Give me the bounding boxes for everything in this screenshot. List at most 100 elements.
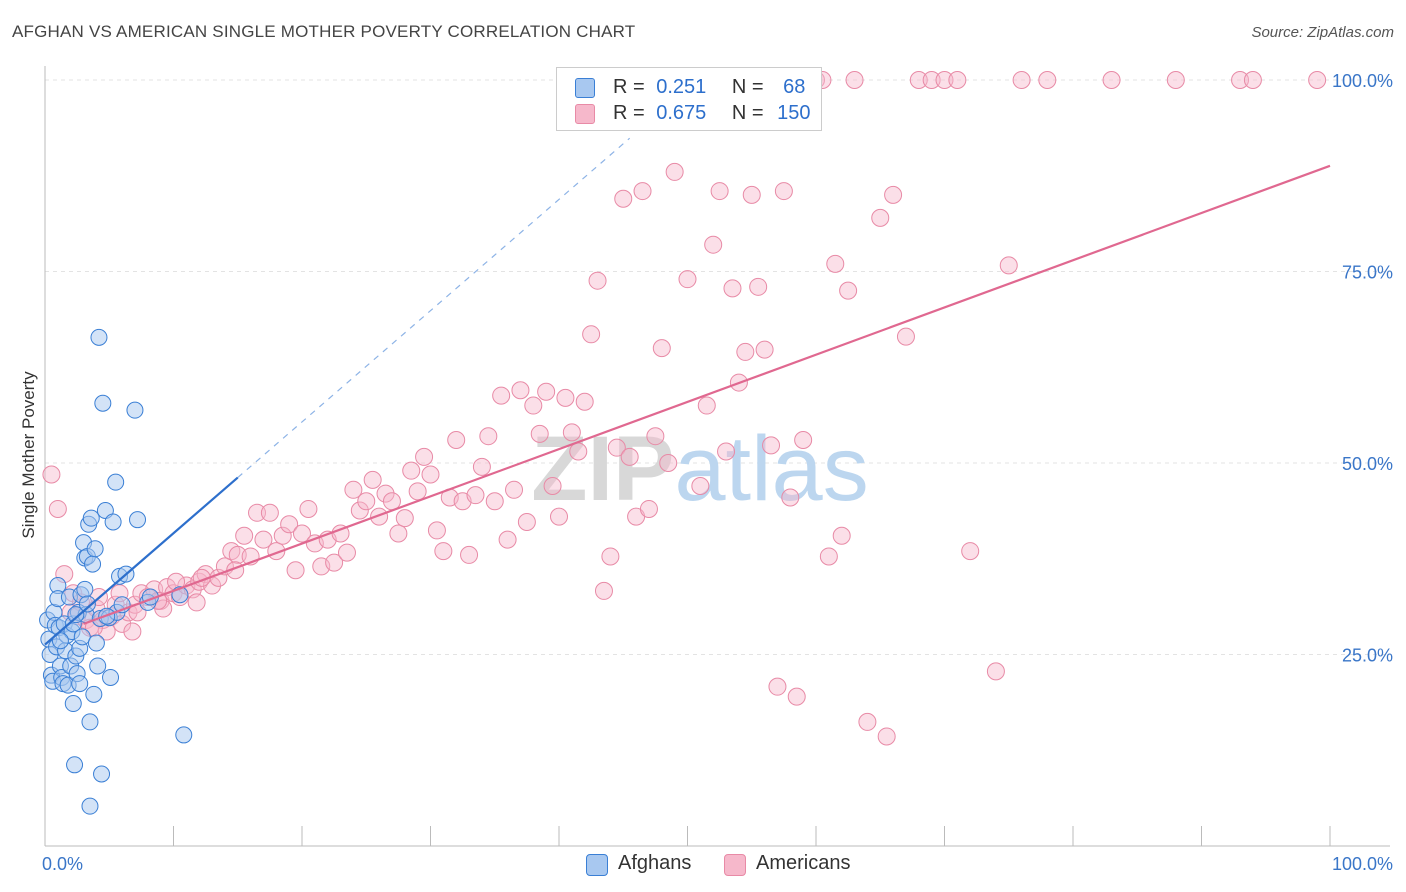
point-afghans [90, 328, 108, 346]
legend-n-value: 68 [783, 76, 806, 98]
point-afghans [94, 394, 112, 412]
legend-n-value: 150 [777, 102, 811, 124]
point-afghans [87, 634, 105, 652]
point-americans [588, 271, 607, 290]
legend-n-label: N = [731, 76, 764, 98]
legend-swatch-afghans [586, 854, 608, 876]
point-americans [826, 254, 845, 273]
point-americans [537, 382, 556, 401]
point-americans [659, 454, 678, 472]
point-americans [999, 256, 1018, 275]
point-americans [286, 561, 305, 580]
chart-title: AFGHAN VS AMERICAN SINGLE MOTHER POVERTY… [12, 22, 636, 41]
watermark-zip: ZIP [531, 418, 674, 520]
point-americans [749, 277, 768, 296]
point-americans [543, 476, 562, 495]
point-americans [337, 543, 356, 562]
point-americans [376, 484, 395, 503]
point-americans [575, 392, 594, 411]
legend-swatch-afghans [575, 78, 595, 98]
legend-swatch-americans [575, 104, 595, 124]
y-tick-label: 50.0% [1342, 454, 1393, 474]
point-americans [646, 427, 665, 446]
point-afghans [81, 713, 99, 731]
point-afghans [89, 657, 107, 675]
point-americans [877, 727, 896, 746]
point-americans [665, 162, 684, 181]
point-afghans [93, 765, 111, 783]
point-afghans [82, 509, 100, 527]
point-afghans [71, 675, 89, 693]
trend-line-americans [83, 164, 1331, 625]
point-americans [607, 438, 626, 457]
point-americans [299, 499, 318, 518]
point-americans [530, 424, 549, 443]
point-americans [363, 470, 382, 489]
legend-label-americans: Americans [756, 852, 851, 874]
point-americans [48, 499, 67, 518]
correlation-legend: R = 0.251 N = 68 R = 0.675 N = 150 [556, 67, 822, 131]
point-americans [839, 281, 858, 300]
point-americans [909, 71, 928, 89]
point-americans [774, 182, 793, 201]
point-americans [794, 431, 813, 450]
series-afghans [39, 328, 193, 815]
point-americans [293, 524, 311, 543]
point-americans [248, 503, 267, 522]
axes [44, 66, 1390, 847]
point-americans [260, 503, 279, 522]
point-americans [832, 526, 851, 545]
point-americans [614, 189, 633, 208]
point-americans [858, 712, 877, 731]
point-americans [819, 547, 838, 566]
point-americans [755, 340, 774, 359]
legend-r-value: 0.675 [656, 102, 707, 124]
point-americans [845, 71, 864, 89]
point-americans [1038, 71, 1057, 89]
point-afghans [67, 606, 85, 624]
point-afghans [85, 685, 103, 703]
point-americans [460, 545, 479, 564]
point-americans [717, 442, 736, 461]
point-americans [922, 71, 941, 89]
point-afghans [78, 595, 96, 613]
point-americans [704, 235, 723, 254]
point-americans [447, 431, 466, 450]
point-americans [357, 492, 376, 511]
point-americans [601, 547, 620, 566]
point-americans [1243, 71, 1262, 89]
point-americans [678, 270, 697, 289]
series-legend: Afghans Americans [0, 852, 1406, 878]
y-tick-label: 100.0% [1332, 71, 1393, 91]
point-americans [415, 447, 434, 466]
point-americans [472, 457, 491, 476]
point-americans [511, 381, 530, 400]
point-americans [466, 486, 485, 505]
point-americans [562, 423, 581, 442]
point-americans [620, 447, 639, 466]
point-americans [781, 488, 800, 507]
point-americans [948, 71, 967, 89]
point-americans [762, 436, 781, 455]
point-americans [884, 185, 903, 204]
point-afghans [107, 473, 125, 491]
point-afghans [66, 756, 84, 774]
point-americans [691, 476, 710, 495]
watermark: ZIPatlas [531, 418, 868, 520]
point-afghans [86, 540, 104, 558]
point-americans [710, 182, 729, 201]
point-americans [427, 521, 446, 540]
point-americans [485, 492, 504, 511]
trend-line-afghans [44, 476, 239, 646]
watermark-atlas: atlas [674, 418, 868, 520]
point-americans [402, 461, 421, 480]
point-americans [633, 182, 652, 201]
point-americans [986, 662, 1005, 681]
point-americans [187, 593, 206, 612]
point-americans [742, 185, 761, 204]
point-americans [505, 480, 524, 499]
point-americans [697, 396, 716, 415]
point-americans [492, 386, 511, 405]
point-afghans [104, 513, 122, 531]
point-americans [273, 526, 292, 545]
